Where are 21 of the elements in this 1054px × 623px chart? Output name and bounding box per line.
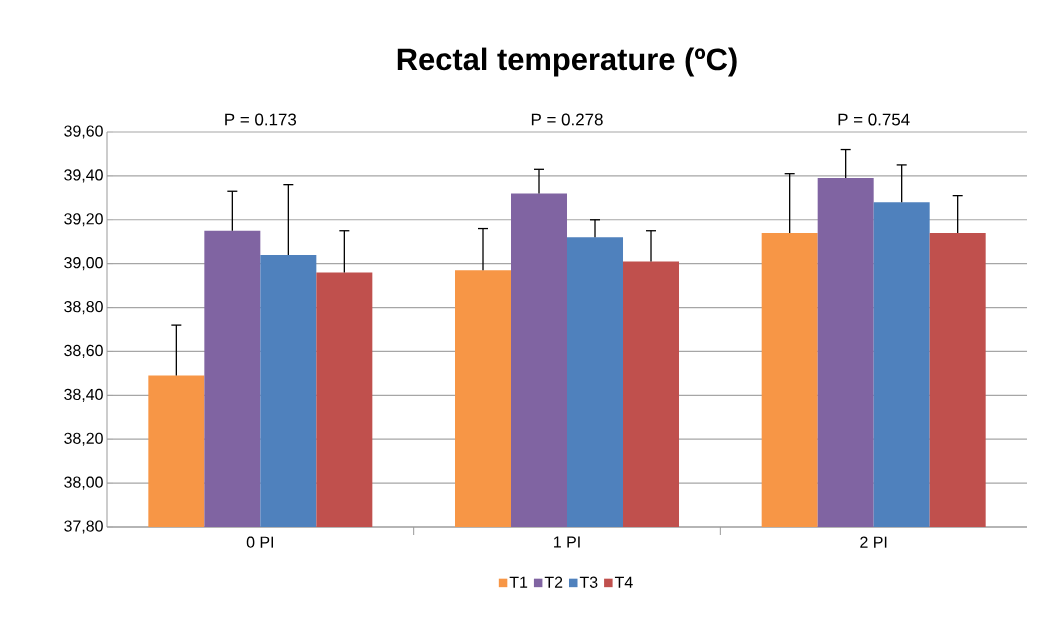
chart-title: Rectal temperature (ºC) bbox=[397, 47, 737, 77]
x-tick-label: 1 PI bbox=[554, 536, 580, 548]
y-tick-label: 38,60 bbox=[64, 344, 103, 359]
legend-label: T1 bbox=[509, 576, 528, 588]
text: P = 0.278 bbox=[531, 113, 603, 126]
y-tick-label: 37,80 bbox=[64, 520, 103, 534]
y-tick-label: 38,00 bbox=[64, 476, 103, 490]
y-tick-label: 39,60 bbox=[64, 125, 103, 139]
x-tick-label: 0 PI bbox=[246, 536, 274, 548]
x-tick-label: 2 PI bbox=[860, 536, 887, 548]
y-tick-label: 38,20 bbox=[64, 432, 103, 446]
legend-label: T4 bbox=[614, 576, 633, 588]
y-tick-label: 39,20 bbox=[64, 213, 103, 227]
text: P = 0.173 bbox=[225, 113, 297, 126]
text: P = 0.754 bbox=[838, 113, 910, 126]
y-tick-label: 39,40 bbox=[64, 169, 103, 183]
y-tick-label: 38,40 bbox=[64, 388, 103, 402]
legend-label: T3 bbox=[579, 576, 598, 588]
legend-label: T2 bbox=[544, 576, 563, 588]
y-tick-label: 39,00 bbox=[64, 257, 103, 271]
y-tick-label: 38,80 bbox=[64, 300, 103, 315]
